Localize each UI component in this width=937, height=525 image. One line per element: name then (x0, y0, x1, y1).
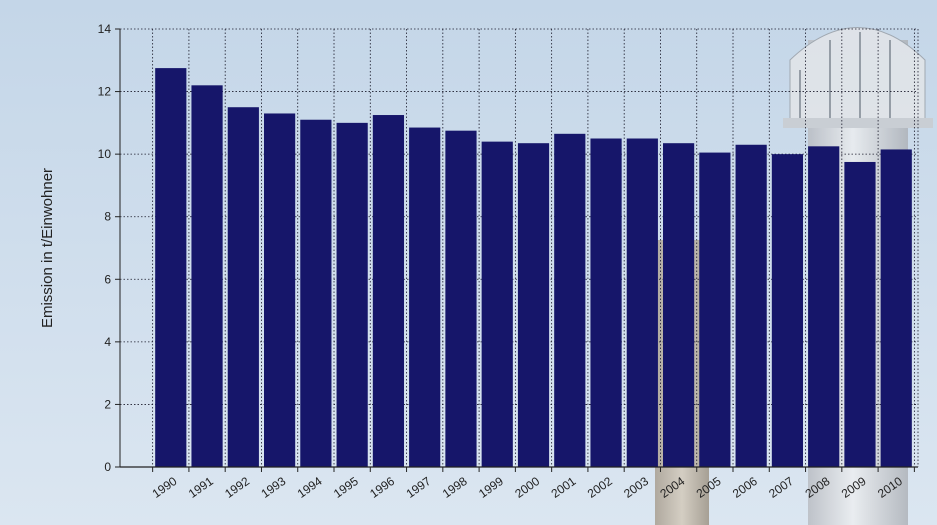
y-tick-labels: 0 2 4 6 8 10 12 14 (98, 22, 112, 474)
bar-1996 (372, 115, 405, 468)
bar-2000 (517, 143, 550, 467)
bar-1998 (445, 130, 477, 467)
y-tick-label: 8 (104, 210, 111, 224)
bar-1997 (409, 127, 441, 468)
y-tick-label: 6 (104, 272, 111, 286)
y-axis-label: Emission in t/Einwohner (39, 168, 56, 328)
bar-2001 (554, 133, 586, 468)
y-tick-label: 2 (104, 397, 111, 411)
y-tick-label: 4 (104, 335, 111, 349)
axes-group (115, 28, 918, 472)
bar-2007 (771, 154, 804, 467)
tower-balcony (783, 118, 933, 128)
bar-2006 (735, 144, 767, 467)
bar-2010 (880, 149, 912, 467)
bar-2005 (699, 152, 731, 468)
tower-cupola (789, 27, 926, 126)
bar-1991 (191, 85, 223, 468)
bar-1993 (264, 113, 296, 467)
bars-group (155, 68, 912, 468)
bar-2003 (626, 138, 658, 467)
y-tick-label: 14 (98, 22, 112, 36)
bar-1990 (155, 68, 187, 467)
y-tick-label: 10 (98, 147, 112, 161)
bar-2002 (590, 138, 622, 467)
bar-1999 (481, 141, 513, 467)
bar-2009 (844, 161, 876, 467)
bar-1992 (227, 107, 259, 467)
y-tick-label: 12 (98, 85, 112, 99)
bar-2008 (808, 146, 840, 468)
bar-1994 (300, 119, 332, 467)
bar-2004 (663, 143, 695, 467)
y-tick-label: 0 (104, 460, 111, 474)
bar-1995 (336, 122, 368, 467)
